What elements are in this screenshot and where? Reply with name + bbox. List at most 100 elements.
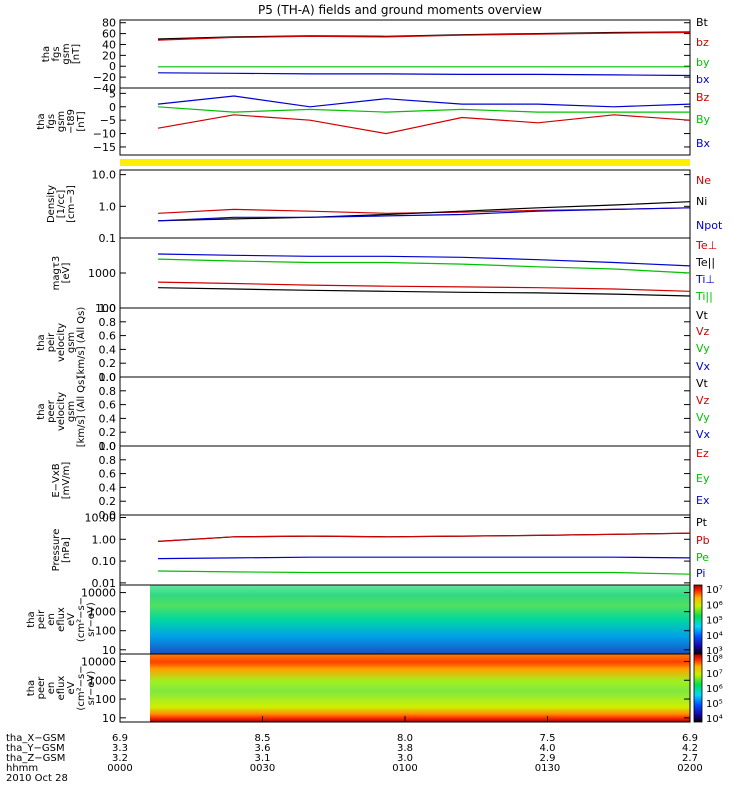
legend-label: Vx [696,360,711,373]
y-tick-label: 5 [109,87,116,100]
x-tick-label: 3.6 [255,743,271,754]
y-axis-label: fgs [51,46,62,61]
panel-frame [119,307,691,378]
x-tick-label: 4.0 [540,743,556,754]
y-tick-label: 100 [95,302,116,315]
colorbar-tick-label: 10⁵ [706,616,723,627]
panel-peer_en_eflux: 10⁸ 10⁷ 10⁶ 10⁵ 10⁴ 10000 1000 100 10 tha peer en ef… [26,653,723,725]
y-tick-label: −40 [93,82,116,95]
legend-label: bx [696,73,710,86]
y-axis-label: Pressure [51,529,62,572]
y-axis-label: tha [36,113,47,129]
y-tick-label: 0.0 [99,509,117,522]
colorbar-tick-label: 10⁶ [706,600,723,611]
x-tick-label: 2.9 [540,753,556,764]
legend-label: Ti|| [695,290,713,303]
legend-label: Te⊥ [695,239,717,252]
legend-label: Vt [696,309,709,322]
y-tick-label: 1000 [88,267,116,280]
y-axis-label: eV [66,681,77,694]
colorbar-tick-label: 10⁸ [706,654,723,665]
y-tick-label: 0.0 [99,371,117,384]
spectrogram-gap [142,654,150,722]
series-line [157,106,690,113]
y-axis-label: magτ3 [51,256,62,291]
legend-label: Ne [696,174,711,187]
y-tick-label: −5 [100,114,116,127]
y-axis-label: (cm²−s− [76,665,87,710]
y-axis-label: peer [46,399,57,423]
y-tick-label: 1.00 [92,533,117,546]
spectrogram-image [150,654,690,722]
legend-label: Bz [696,91,710,104]
legend-label: Vy [696,411,710,424]
y-axis-label: fgs [46,114,57,129]
y-tick-label: 0.1 [99,232,117,245]
x-tick-label: 6.9 [682,733,698,744]
legend-label: Bx [696,137,711,150]
y-axis-label: −t89 [66,109,77,134]
panel-density: 10.0 1.0 0.1 Density [1/cc] [cm−3] Ne Ni Npot [46,169,723,245]
y-axis-label: gsm [56,111,67,132]
colorbar-tick-label: 10⁷ [706,585,723,596]
y-axis-label: [1/cc] [56,190,67,219]
y-tick-label: 80 [102,17,116,30]
y-axis-label: en [46,682,57,695]
series-line [157,95,691,108]
y-tick-label: 0.4 [99,481,117,494]
y-tick-label: 100 [95,625,116,638]
y-tick-label: 1000 [88,606,116,619]
y-tick-label: 60 [102,28,116,41]
colorbar-tick-label: 10³ [706,646,723,657]
y-tick-label: 1.0 [99,302,117,315]
y-axis-label: peer [36,676,47,700]
legend-label: Vx [696,428,711,441]
legend-label: Pt [696,516,708,529]
y-axis-label: tha [36,403,47,419]
y-axis-label: Density [46,185,57,223]
legend-label: Npot [696,219,723,232]
y-axis-label: eflux [56,676,67,701]
y-tick-label: 0.8 [99,385,117,398]
y-tick-label: 0.2 [99,357,117,370]
legend-label: Vt [696,377,709,390]
y-tick-label: 0.6 [99,330,117,343]
y-axis-label: en [46,613,57,626]
series-line [157,258,691,274]
y-axis-label: eflux [56,607,67,632]
y-axis-label: gsm [61,43,72,64]
y-tick-label: −15 [93,141,116,154]
x-tick-label: 8.0 [397,733,413,744]
legend-label: Ey [696,472,710,485]
series-line [157,72,691,77]
panel-frame [119,169,691,239]
y-tick-label: 0.6 [99,399,117,412]
panel-frame [119,19,691,89]
panel-frame [119,514,691,586]
colorbar-tick-label: 10⁴ [706,714,723,725]
y-tick-label: 10000 [81,655,116,668]
legend-label: Ti⊥ [695,273,715,286]
colorbar [693,584,703,655]
y-axis-label: eV [66,613,77,626]
quality-flag-bar [120,159,690,166]
y-tick-label: 100 [95,693,116,706]
y-axis-label: tha [26,611,37,627]
y-axis-label: velocity [56,323,67,362]
y-axis-label: peir [46,332,57,352]
legend-label: bz [696,36,709,49]
y-axis-label: gsm [66,401,77,422]
y-tick-label: 0.4 [99,343,117,356]
series-line [157,31,691,41]
y-axis-label: [nT] [71,44,82,64]
x-tick-label: 7.5 [540,733,556,744]
x-tick-label: 6.9 [112,733,128,744]
x-tick-label: 0200 [677,763,702,774]
legend-label: Pb [696,534,710,547]
y-axis-label: sr−eV) [86,671,97,706]
legend-label: Ez [696,447,709,460]
series-line [157,253,691,267]
y-tick-label: 0.0 [99,440,117,453]
